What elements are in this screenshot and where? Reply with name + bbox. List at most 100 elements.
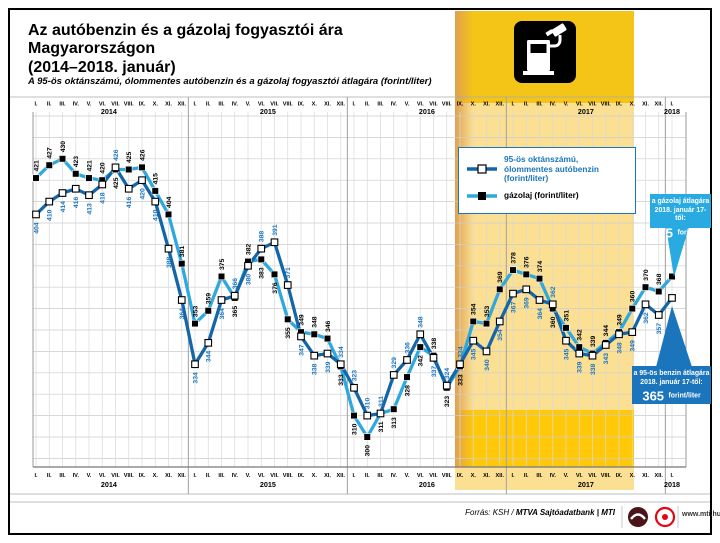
axis-month-label: II. xyxy=(365,102,370,108)
axis-month-label: X. xyxy=(630,473,636,479)
fuel-pump-icon xyxy=(514,21,576,83)
petrol-data-point xyxy=(177,296,186,304)
axis-month-label: II. xyxy=(206,102,211,108)
petrol-data-point xyxy=(469,336,478,345)
axis-month-label: VII. xyxy=(270,473,279,479)
value-label: 420 xyxy=(100,162,107,174)
legend: 95-ös oktánszámú, ólommentes autóbenzin … xyxy=(458,147,636,214)
axis-month-label: XI. xyxy=(324,473,331,479)
petrol-data-point xyxy=(336,360,345,369)
value-label: 362 xyxy=(550,286,557,298)
petrol-data-point xyxy=(124,184,133,193)
axis-month-label: II. xyxy=(206,473,211,479)
legend-label-petrol: 95-ös oktánszámú, ólommentes autóbenzin … xyxy=(504,154,599,184)
axis-month-label: IV. xyxy=(391,473,398,479)
axis-year-label: 2015 xyxy=(260,480,276,489)
value-label: 360 xyxy=(630,291,637,303)
diesel-data-point xyxy=(562,324,570,332)
value-label: 381 xyxy=(179,246,186,258)
petrol-data-point xyxy=(403,356,411,364)
axis-month-label: III. xyxy=(218,473,225,479)
diesel-data-point xyxy=(204,307,212,315)
axis-month-label: X. xyxy=(471,473,477,479)
petrol-callout-value: 365 xyxy=(642,388,665,404)
axis-year-label: 2016 xyxy=(419,107,435,116)
value-label: 334 xyxy=(338,346,345,358)
axis-month-label: V. xyxy=(246,473,251,479)
axis-month-label: XII. xyxy=(496,473,505,479)
petrol-data-point xyxy=(456,360,464,369)
petrol-data-point xyxy=(297,332,305,341)
axis-month-label: VIII. xyxy=(124,473,134,479)
petrol-series-symbol xyxy=(467,164,497,174)
value-label: 324 xyxy=(444,368,451,380)
petrol-data-point xyxy=(71,184,80,193)
diesel-data-point xyxy=(641,283,650,291)
value-label: 342 xyxy=(418,355,425,367)
footer-logos xyxy=(621,506,679,528)
axis-month-label: V. xyxy=(87,473,92,479)
diesel-data-point xyxy=(416,343,424,351)
value-label: 342 xyxy=(577,329,584,341)
diesel-data-point xyxy=(138,163,146,171)
axis-month-label: XII. xyxy=(655,102,664,108)
axis-year-label: 2017 xyxy=(578,480,594,489)
axis-month-label: VII. xyxy=(111,473,120,479)
axis-month-label: VI. xyxy=(576,473,583,479)
value-label: 371 xyxy=(285,267,292,279)
value-label: 404 xyxy=(166,196,173,208)
value-label: 364 xyxy=(179,308,186,320)
value-label: 338 xyxy=(312,363,319,375)
value-label: 323 xyxy=(444,396,451,408)
axis-month-label: VIII. xyxy=(601,102,611,108)
diesel-data-point xyxy=(164,210,173,219)
callout-text: a gázolaj átlagára xyxy=(651,198,710,205)
axis-month-label: X. xyxy=(312,473,318,479)
axis-year-label: 2014 xyxy=(101,480,117,489)
axis-month-label: XI. xyxy=(165,102,172,108)
axis-month-label: III. xyxy=(377,102,384,108)
petrol-data-point xyxy=(111,163,120,172)
value-label: 369 xyxy=(497,271,504,283)
axis-month-label: V. xyxy=(246,102,251,108)
value-label: 345 xyxy=(563,348,570,360)
petrol-data-point xyxy=(482,347,491,356)
petrol-data-point xyxy=(509,289,517,298)
axis-year-label: 2018 xyxy=(664,107,680,116)
axis-month-label: II. xyxy=(524,473,529,479)
diesel-data-point xyxy=(668,272,676,281)
axis-month-label: VIII. xyxy=(124,102,134,108)
petrol-data-point xyxy=(548,300,557,309)
value-label: 354 xyxy=(497,329,504,341)
value-label: 378 xyxy=(510,252,517,264)
value-label: 360 xyxy=(550,316,557,328)
data-labels: 421 404 427 410 430 414 423 416 421 413 420 418 425 4… xyxy=(33,141,663,457)
value-label: 353 xyxy=(192,306,199,318)
axis-month-label: I. xyxy=(352,102,356,108)
value-label: 362 xyxy=(643,312,650,324)
gridlines xyxy=(32,97,687,494)
source-credit: Forrás: KSH / MTVA Sajtóadatbank | MTI xyxy=(390,508,615,517)
axis-month-label: III. xyxy=(536,473,543,479)
value-label: 383 xyxy=(259,267,266,279)
petrol-data-point xyxy=(442,381,451,390)
axis-month-label: I. xyxy=(670,102,674,108)
petrol-data-point xyxy=(495,317,504,326)
axis-month-label: III. xyxy=(218,102,225,108)
axis-month-label: I. xyxy=(193,102,197,108)
value-label: 351 xyxy=(563,310,570,322)
value-label: 416 xyxy=(73,197,80,209)
value-label: 344 xyxy=(206,351,213,363)
value-label: 425 xyxy=(113,177,120,189)
petrol-data-point xyxy=(230,291,239,300)
value-label: 310 xyxy=(365,398,372,410)
diesel-data-point xyxy=(655,287,663,296)
petrol-data-point xyxy=(588,351,597,360)
axis-month-label: X. xyxy=(312,102,318,108)
value-label: 345 xyxy=(471,348,478,360)
axis-month-label: III. xyxy=(536,102,543,108)
diesel-data-point xyxy=(496,285,504,293)
diesel-data-point xyxy=(72,170,80,178)
source-text: | MTI xyxy=(594,508,615,517)
page-title: Az autóbenzin és a gázolaj fogyasztói ár… xyxy=(28,22,343,76)
